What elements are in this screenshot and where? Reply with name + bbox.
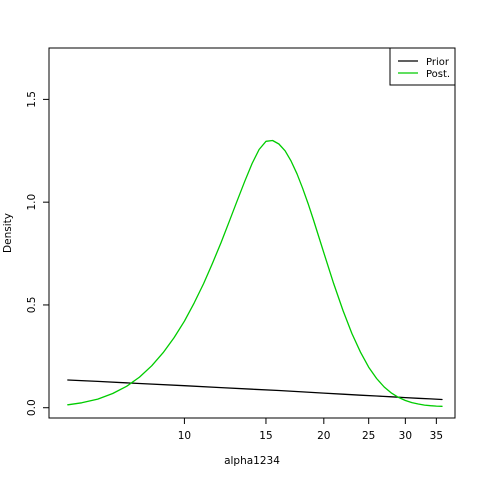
plot-frame	[48, 47, 456, 419]
y-axis: 0.0 0.5 1.0 1.5	[26, 91, 49, 416]
x-tick-label: 15	[259, 430, 272, 442]
y-tick-label: 1.5	[26, 91, 38, 108]
y-tick-label: 0.0	[26, 399, 38, 416]
x-tick-label: 30	[399, 430, 412, 442]
y-axis-label: Density	[2, 213, 14, 253]
legend-label-prior: Prior	[426, 57, 450, 68]
x-tick-label: 20	[317, 430, 330, 442]
legend-label-post: Post.	[426, 69, 450, 80]
x-axis-label: alpha1234	[224, 455, 280, 467]
series-line-post	[67, 139, 443, 407]
legend: Prior Post.	[389, 47, 456, 86]
series-line-prior	[67, 379, 443, 401]
y-tick-label: 1.0	[26, 194, 38, 211]
x-tick-label: 10	[178, 430, 191, 442]
y-tick-label: 0.5	[26, 297, 38, 314]
plot-area	[67, 139, 443, 407]
legend-box	[389, 47, 456, 86]
x-tick-label: 35	[430, 430, 443, 442]
x-tick-label: 25	[362, 430, 375, 442]
